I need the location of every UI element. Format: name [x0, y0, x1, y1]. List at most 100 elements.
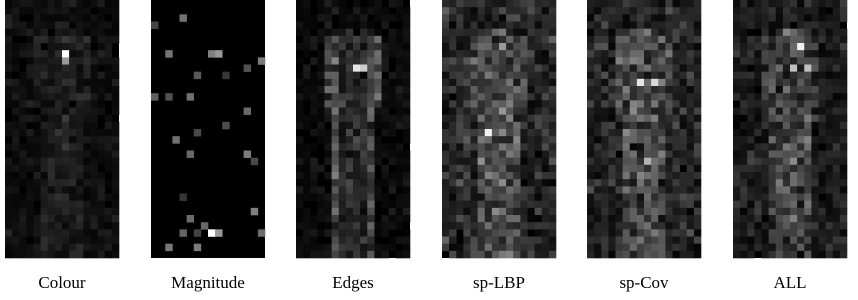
heatmap-cell [296, 72, 303, 79]
heatmap-cell [34, 86, 41, 93]
heatmap-cell [623, 93, 630, 100]
heatmap-cell [549, 136, 556, 143]
heatmap-cell [325, 29, 332, 36]
heatmap-cell [769, 186, 776, 193]
heatmap-cell [317, 72, 324, 79]
heatmap-cell [5, 186, 12, 193]
heatmap-cell [456, 129, 463, 136]
heatmap-cell [528, 158, 535, 165]
heatmap-cell [783, 57, 790, 64]
heatmap-cell [201, 222, 208, 229]
heatmap-cell [34, 158, 41, 165]
heatmap-cell [83, 65, 90, 72]
heatmap-cell [616, 115, 623, 122]
heatmap-cell [769, 57, 776, 64]
heatmap-cell [833, 158, 840, 165]
heatmap-cell [449, 122, 456, 129]
heatmap-cell [740, 0, 747, 7]
heatmap-cell [826, 222, 833, 229]
heatmap-cell [367, 244, 374, 251]
heatmap-cell [303, 93, 310, 100]
heatmap-cell [499, 222, 506, 229]
heatmap-cell [62, 129, 69, 136]
heatmap-cell [790, 237, 797, 244]
heatmap-cell [449, 0, 456, 7]
heatmap-cell [105, 129, 112, 136]
heatmap-cell [41, 122, 48, 129]
heatmap-cell [506, 222, 513, 229]
heatmap-cell [797, 22, 804, 29]
heatmap-cell [26, 215, 33, 222]
heatmap-cell [5, 194, 12, 201]
heatmap-cell [535, 251, 542, 258]
heatmap-cell [310, 215, 317, 222]
heatmap-cell [98, 151, 105, 158]
heatmap-cell [360, 93, 367, 100]
heatmap-cell [360, 72, 367, 79]
heatmap-cell [26, 194, 33, 201]
heatmap-cell [762, 100, 769, 107]
heatmap-cell [396, 108, 403, 115]
heatmap-cell [389, 201, 396, 208]
heatmap-cell [623, 251, 630, 258]
heatmap-cell [367, 36, 374, 43]
heatmap-cell [616, 72, 623, 79]
heatmap-cell [776, 244, 783, 251]
heatmap-cell [48, 201, 55, 208]
heatmap-cell [69, 222, 76, 229]
heatmap-cell [105, 179, 112, 186]
heatmap-cell [528, 201, 535, 208]
heatmap-cell [535, 143, 542, 150]
heatmap-cell [651, 0, 658, 7]
heatmap-cell [549, 43, 556, 50]
heatmap-cell [783, 222, 790, 229]
heatmap-cell [783, 229, 790, 236]
heatmap-cell [601, 14, 608, 21]
heatmap-cell [346, 108, 353, 115]
heatmap-cell [91, 251, 98, 258]
heatmap-cell [549, 100, 556, 107]
heatmap-cell [819, 93, 826, 100]
heatmap-cell [790, 100, 797, 107]
heatmap-cell [783, 93, 790, 100]
heatmap-cell [658, 237, 665, 244]
heatmap-cell [499, 136, 506, 143]
heatmap-cell [499, 158, 506, 165]
heatmap-cell [83, 93, 90, 100]
panel-caption: sp-LBP [473, 273, 525, 292]
heatmap-cell [310, 179, 317, 186]
heatmap-cell [811, 50, 818, 57]
heatmap-cell [396, 158, 403, 165]
heatmap-cell [790, 79, 797, 86]
heatmap-cell [754, 7, 761, 14]
heatmap-cell [826, 172, 833, 179]
heatmap-cell [673, 201, 680, 208]
heatmap-cell [62, 229, 69, 236]
heatmap-cell [456, 0, 463, 7]
heatmap-cell [623, 100, 630, 107]
heatmap-cell [819, 201, 826, 208]
heatmap-cell [449, 229, 456, 236]
heatmap-cell [811, 65, 818, 72]
heatmap-cell [819, 86, 826, 93]
heatmap-cell [296, 165, 303, 172]
heatmap-cell [463, 36, 470, 43]
heatmap-cell [91, 208, 98, 215]
heatmap-cell [520, 43, 527, 50]
heatmap-cell [463, 65, 470, 72]
heatmap-cell [449, 158, 456, 165]
heatmap-cell [98, 129, 105, 136]
heatmap-cell [542, 14, 549, 21]
heatmap-cell [783, 208, 790, 215]
heatmap-cell [594, 201, 601, 208]
heatmap-cell [353, 179, 360, 186]
heatmap-cell [520, 7, 527, 14]
heatmap-cell [520, 79, 527, 86]
heatmap-cell [644, 29, 651, 36]
heatmap-cell [797, 244, 804, 251]
heatmap-cell [492, 251, 499, 258]
heatmap-cell [733, 165, 740, 172]
heatmap-cell [83, 43, 90, 50]
heatmap-cell [797, 29, 804, 36]
heatmap-cell [55, 50, 62, 57]
